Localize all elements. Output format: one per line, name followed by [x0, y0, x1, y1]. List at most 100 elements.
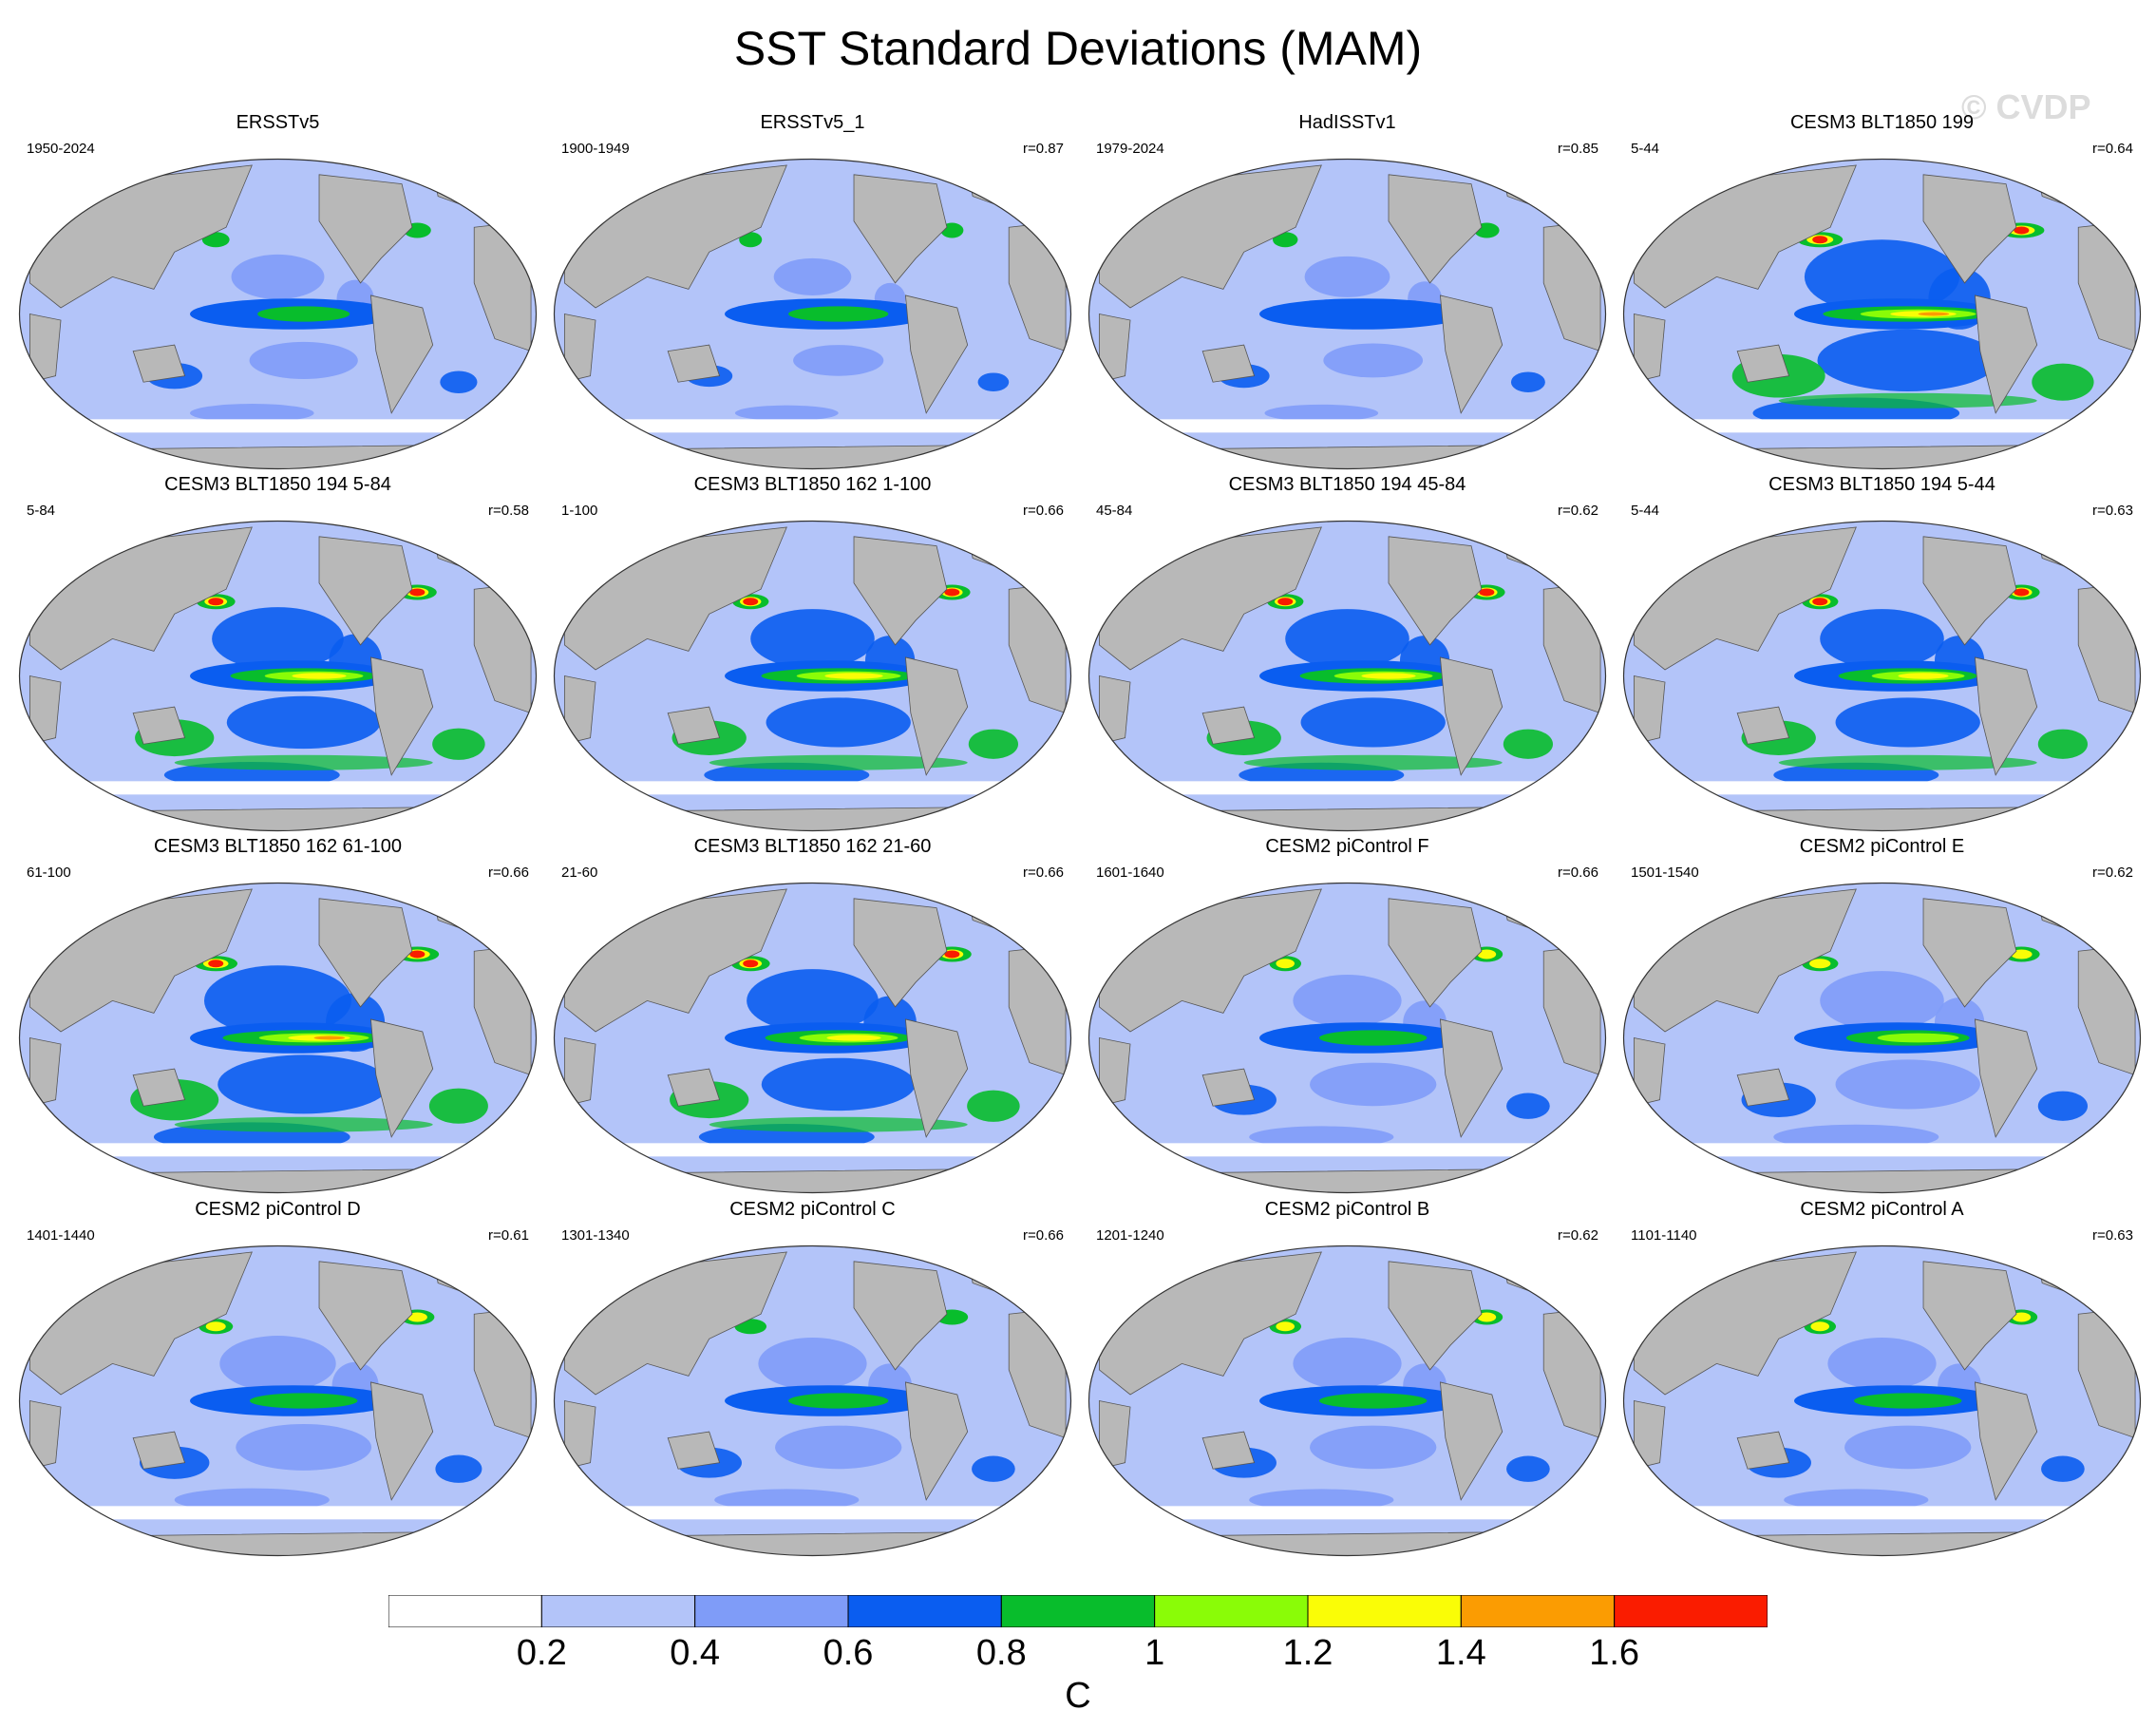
southern-ocean-band [1623, 419, 2141, 433]
land-mass [132, 706, 186, 745]
colorbar-tick-label: 0.2 [516, 1633, 567, 1673]
southern-ocean-band [1088, 1143, 1606, 1157]
sst-anomaly-patch [758, 1337, 867, 1390]
boundary-current-hotspot [743, 598, 759, 606]
panel-period: 1-100 [561, 503, 598, 519]
panel-title: CESM3 BLT1850 162 61-100 [154, 836, 402, 857]
land-mass [28, 314, 62, 383]
land-mass [1201, 1068, 1256, 1107]
land-mass [1633, 1037, 1666, 1107]
boundary-current-hotspot [409, 950, 426, 959]
map-panel: CESM2 piControl E 1501-1540 r=0.62 [1614, 836, 2150, 1197]
map-panel: CESM2 piControl C 1301-1340 r=0.66 [544, 1199, 1081, 1560]
southern-ocean-band [19, 1506, 537, 1520]
world-map [18, 520, 538, 832]
map-panel: CESM3 BLT1850 162 21-60 21-60 r=0.66 [544, 836, 1081, 1197]
equatorial-tongue [1361, 673, 1416, 679]
sst-anomaly-patch [428, 1088, 488, 1124]
sst-anomaly-patch [190, 404, 314, 423]
land-mass [667, 1431, 721, 1470]
southern-ocean-band [19, 1143, 537, 1157]
panel-title: CESM3 BLT1850 162 1-100 [693, 474, 932, 495]
land-mass [563, 1400, 596, 1470]
panel-period: 1900-1949 [561, 141, 630, 157]
land-mass [1922, 898, 2017, 1008]
sst-anomaly-patch [1285, 609, 1409, 669]
land-mass [1439, 656, 1504, 776]
colorbar-box [1460, 1595, 1616, 1627]
land-mass [1388, 174, 1483, 284]
land-mass [318, 536, 413, 646]
boundary-current-hotspot [2012, 1312, 2032, 1322]
colorbar-box [1307, 1595, 1462, 1627]
equatorial-tongue [1853, 1393, 1962, 1409]
map-border [1622, 882, 2142, 1194]
land-mass [1388, 898, 1483, 1008]
sst-anomaly-patch [714, 1489, 860, 1511]
colorbar-box [694, 1595, 849, 1627]
land-mass [28, 1037, 62, 1107]
land-mass [1201, 706, 1256, 745]
boundary-current-hotspot [1276, 1321, 1295, 1332]
sst-anomaly-patch [1835, 1059, 1980, 1110]
land-mass [1201, 344, 1256, 383]
southern-ocean-band [1778, 392, 2037, 408]
map-border [1087, 520, 1607, 832]
map-border [553, 882, 1072, 1194]
sst-anomaly-patch [2037, 1091, 2089, 1121]
panel-period: 1501-1540 [1631, 864, 1699, 881]
world-map [1087, 520, 1607, 832]
sst-anomaly-patch [1323, 343, 1424, 378]
panel-title: CESM2 piControl A [1800, 1199, 1964, 1220]
land-mass [369, 294, 434, 414]
land-mass [369, 656, 434, 776]
boundary-current-hotspot [1477, 949, 1497, 960]
sst-anomaly-patch [793, 345, 884, 376]
southern-ocean-band [1623, 781, 2141, 795]
sst-anomaly-patch [435, 1454, 482, 1483]
land-mass [563, 314, 596, 383]
boundary-current-hotspot [944, 588, 960, 597]
sst-anomaly-patch [747, 969, 879, 1033]
land-mass [1439, 294, 1504, 414]
panel-correlation: r=0.63 [2092, 1227, 2133, 1244]
sst-anomaly-patch [2041, 1455, 2085, 1482]
map-border [18, 158, 538, 470]
southern-ocean-band [554, 781, 1071, 795]
panel-title: CESM3 BLT1850 194 5-84 [164, 474, 391, 495]
land-mass [28, 675, 62, 745]
panel-title: CESM2 piControl C [729, 1199, 896, 1220]
sst-anomaly-patch [1300, 697, 1446, 748]
world-map [553, 882, 1072, 1194]
land-mass [1736, 1431, 1790, 1470]
panel-correlation: r=0.66 [1023, 503, 1064, 519]
boundary-current-hotspot [1812, 236, 1828, 244]
world-map [1622, 882, 2142, 1194]
boundary-current-hotspot [2014, 588, 2030, 597]
world-map [1622, 158, 2142, 470]
boundary-current-hotspot [205, 1321, 226, 1332]
panel-title: CESM2 piControl D [195, 1199, 361, 1220]
map-border [18, 520, 538, 832]
colorbar [388, 1595, 1768, 1627]
panel-correlation: r=0.62 [2092, 864, 2133, 881]
land-mass [1974, 1018, 2038, 1138]
equatorial-tongue [1259, 298, 1466, 330]
boundary-current-hotspot [1809, 959, 1831, 969]
land-mass [1088, 806, 1606, 831]
equatorial-tongue [1318, 1393, 1428, 1409]
sst-anomaly-patch [1264, 404, 1379, 422]
sst-anomaly-patch [1773, 1124, 1939, 1150]
land-mass [1633, 314, 1666, 383]
land-mass [132, 1431, 186, 1470]
sst-anomaly-patch [1506, 1092, 1550, 1119]
panel-title: CESM3 BLT1850 194 45-84 [1228, 474, 1466, 495]
sst-anomaly-patch [226, 695, 381, 750]
boundary-current-hotspot [1277, 598, 1294, 606]
map-panel: CESM3 BLT1850 194 5-84 5-84 r=0.58 [9, 474, 546, 835]
boundary-current-hotspot [1479, 588, 1495, 597]
panel-title: CESM2 piControl B [1264, 1199, 1430, 1220]
colorbar-tick-label: 0.4 [670, 1633, 721, 1673]
map-border [1622, 158, 2142, 470]
map-panel: CESM2 piControl F 1601-1640 r=0.66 [1079, 836, 1616, 1197]
